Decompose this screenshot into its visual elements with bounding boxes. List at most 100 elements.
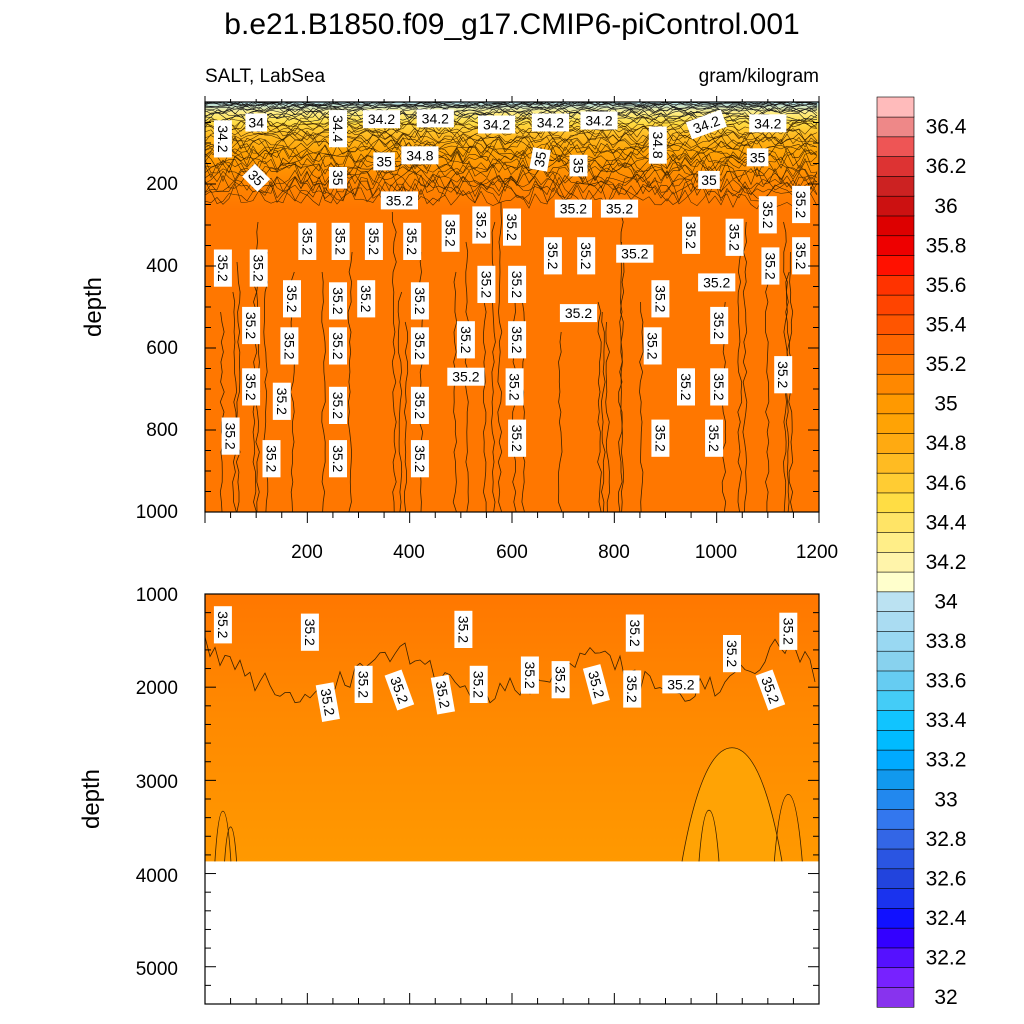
upper-contour-label-text-3: 34.2 <box>368 111 395 127</box>
colorbar-box-1 <box>876 967 915 988</box>
upper-contour-label-text-64: 35.2 <box>330 392 346 419</box>
upper-contour-label-26: 35.2 <box>441 214 460 252</box>
upper-contour-label-64: 35.2 <box>329 386 347 424</box>
upper-contour-label-text-6: 34.2 <box>537 115 564 131</box>
colorbar-box-17 <box>876 650 915 672</box>
lower-contour-label-text-14: 35.2 <box>624 675 640 702</box>
colorbar-box-39 <box>876 215 915 237</box>
lower-axis-ticks <box>204 593 820 1005</box>
colorbar-label-21: 36.2 <box>926 155 967 178</box>
upper-contour-streak-8 <box>452 271 458 512</box>
upper-contour-label-47: 35.2 <box>651 280 670 318</box>
upper-contour-label-67: 35.2 <box>508 419 527 457</box>
lower-deep-plume-3 <box>214 810 232 862</box>
upper-contour-label-text-55: 35.2 <box>412 332 428 359</box>
upper-contour-label-text-61: 35.2 <box>678 373 694 400</box>
upper-contour-label-25: 35.2 <box>503 208 521 246</box>
colorbar-box-36 <box>876 274 915 296</box>
upper-contour-streak-32 <box>618 241 623 512</box>
lower-contour-label-12: 35.2 <box>551 661 570 699</box>
colorbar-label-7: 33.4 <box>926 709 967 732</box>
lower-contour-label-text-12: 35.2 <box>553 666 569 693</box>
upper-contour-label-61: 35.2 <box>677 368 695 406</box>
colorbar-box-2 <box>876 947 915 969</box>
upper-contour-label-31: 35.2 <box>364 222 383 260</box>
lower-contour-label-text-5: 35.2 <box>780 618 796 645</box>
upper-contour-label-52: 35.2 <box>508 321 527 359</box>
lower-contour-label-11: 35.2 <box>520 656 539 694</box>
lower-contour-label-0: 35.2 <box>213 606 232 644</box>
upper-contour-line-30 <box>205 151 818 170</box>
upper-contour-label-70: 35.2 <box>262 440 281 478</box>
colorbar-box-3 <box>876 927 915 949</box>
upper-contour-line-40 <box>205 182 818 206</box>
upper-contour-label-text-56: 35.2 <box>645 332 661 359</box>
colorbar-box-8 <box>876 828 915 850</box>
upper-contour-streak-15 <box>232 291 238 512</box>
upper-contour-label-text-65: 35.2 <box>412 392 428 419</box>
upper-contour-label-44: 35.2 <box>329 282 347 320</box>
upper-contour-label-text-20: 35.2 <box>560 201 587 217</box>
upper-contour-label-text-15: 35 <box>531 150 549 168</box>
upper-contour-label-11: 34.8 <box>401 146 439 165</box>
colorbar-box-42 <box>876 156 915 177</box>
upper-contour-label-text-27: 35.2 <box>683 222 699 249</box>
colorbar-label-11: 34.2 <box>926 551 967 574</box>
lower-contour-boundary <box>205 636 816 704</box>
upper-contour-label-0: 34 <box>245 113 267 132</box>
upper-contour-label-12: 35 <box>373 152 395 171</box>
upper-contour-label-54: 35.2 <box>329 327 347 365</box>
upper-contour-label-65: 35.2 <box>410 386 429 424</box>
x-tick-400: 400 <box>393 542 425 563</box>
upper-contour-label-53: 35.2 <box>280 327 299 365</box>
upper-contour-label-16: 35 <box>569 154 588 177</box>
upper-contour-label-text-51: 35.2 <box>458 326 474 353</box>
upper-contour-label-22: 35.2 <box>792 185 811 224</box>
colorbar-box-22 <box>876 551 915 573</box>
upper-contour-line-3 <box>205 102 818 109</box>
colorbar-label-10: 34 <box>934 591 958 614</box>
colorbar-box-34 <box>876 314 915 335</box>
colorbar-box-30 <box>876 393 915 415</box>
lower-contour-label-text-9: 35.2 <box>433 680 454 710</box>
colorbar-box-33 <box>876 334 915 355</box>
upper-contour-label-19: 35.2 <box>380 191 418 210</box>
lower-contour-label-3: 35.2 <box>625 614 644 652</box>
upper-contour-streak-11 <box>597 301 602 512</box>
colorbar-box-16 <box>876 670 915 692</box>
upper-contour-streak-21 <box>785 271 790 512</box>
upper-contour-label-text-12: 35 <box>376 153 392 169</box>
upper-contour-streak-18 <box>557 331 563 512</box>
upper-contour-label-72: 35.2 <box>410 440 429 478</box>
colorbar-box-6 <box>876 868 915 889</box>
upper-contour-label-text-44: 35.2 <box>330 287 346 314</box>
upper-contour-label-text-40: 35.2 <box>478 271 494 298</box>
lower-y-tick-2000: 2000 <box>136 678 178 699</box>
colorbar-label-4: 32.8 <box>926 828 967 851</box>
colorbar-box-37 <box>876 254 915 276</box>
upper-contour-label-30: 35.2 <box>331 222 350 260</box>
upper-contour-label-text-16: 35 <box>571 158 587 174</box>
units-label: gram/kilogram <box>699 66 819 87</box>
upper-contour-streak-23 <box>347 251 353 512</box>
upper-contour-label-text-18: 35 <box>701 172 717 188</box>
upper-y-tick-400: 400 <box>146 256 178 277</box>
upper-contour-label-text-37: 35.2 <box>215 254 231 281</box>
upper-contour-label-5: 34.2 <box>478 115 516 134</box>
upper-contour-streak-4 <box>391 211 397 512</box>
upper-contour-label-13: 35 <box>329 167 347 189</box>
upper-contour-label-text-30: 35.2 <box>333 228 349 255</box>
upper-contour-label-33: 35.2 <box>543 237 562 275</box>
upper-contour-label-text-2: 34.4 <box>330 115 346 142</box>
upper-contour-label-50: 35.2 <box>710 306 729 345</box>
colorbar-label-8: 33.6 <box>926 670 967 693</box>
upper-contour-line-9 <box>205 107 818 117</box>
upper-contour-label-text-36: 35.2 <box>793 242 809 269</box>
upper-contour-label-text-34: 35.2 <box>578 242 594 269</box>
colorbar-box-43 <box>876 136 915 157</box>
upper-contour-label-35: 35.2 <box>616 244 654 263</box>
upper-y-tick-600: 600 <box>146 338 178 359</box>
lower-contour-label-9: 35.2 <box>430 674 455 715</box>
